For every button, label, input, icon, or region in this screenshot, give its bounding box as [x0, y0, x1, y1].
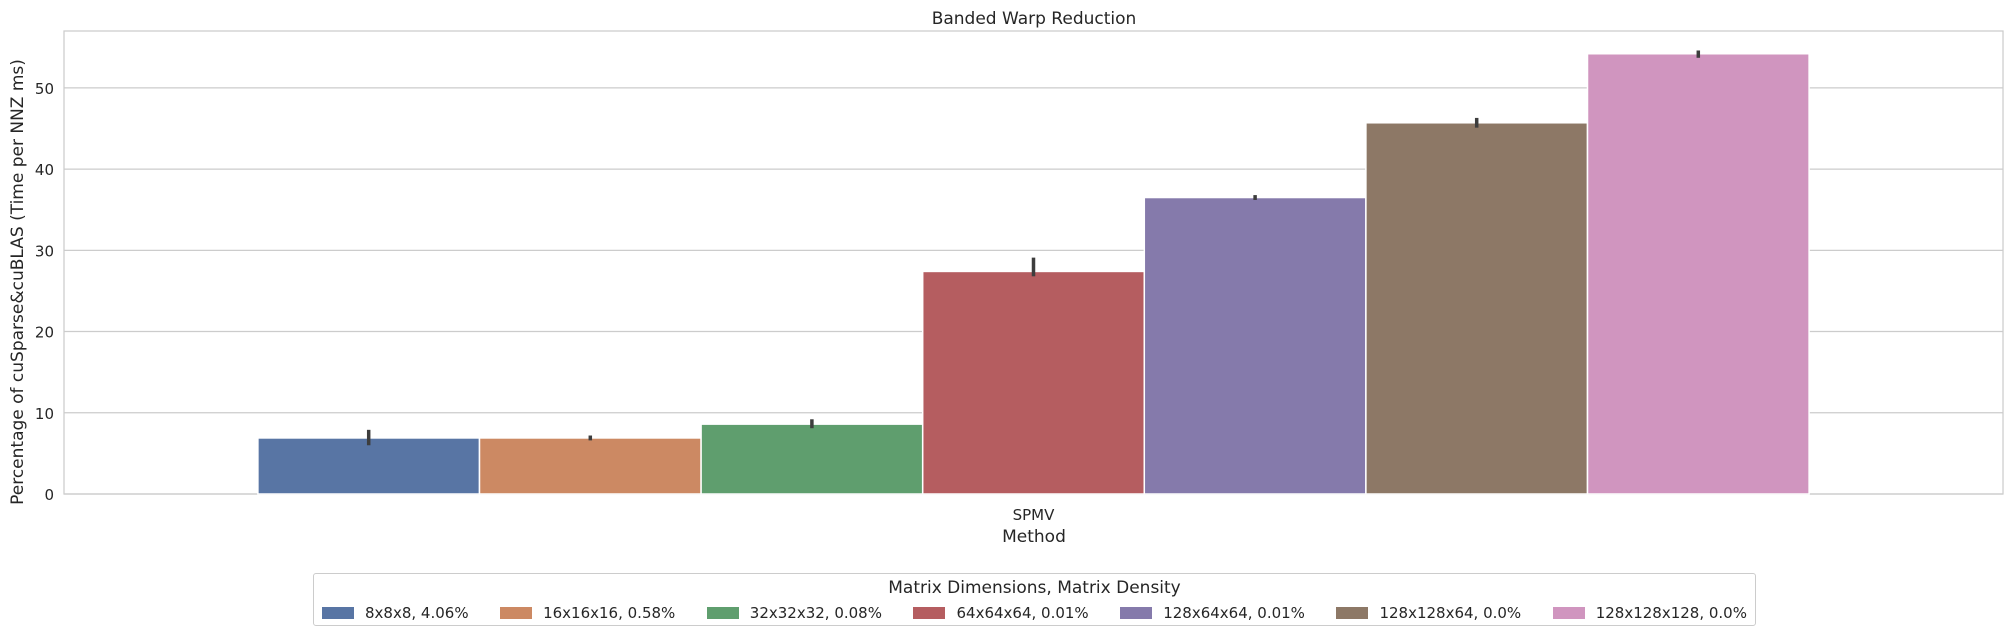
legend-title: Matrix Dimensions, Matrix Density: [888, 578, 1181, 598]
legend-label: 8x8x8, 4.06%: [365, 604, 469, 622]
legend-label: 128x128x64, 0.0%: [1379, 604, 1522, 622]
legend-label: 128x128x128, 0.0%: [1595, 604, 1747, 622]
y-tick-label: 30: [35, 242, 54, 260]
legend-entry: 32x32x32, 0.08%: [706, 604, 882, 622]
legend-swatch: [706, 607, 739, 619]
legend-label: 16x16x16, 0.58%: [543, 604, 676, 622]
legend-swatch: [322, 607, 354, 619]
legend: Matrix Dimensions, Matrix Density 8x8x8,…: [313, 573, 1756, 626]
legend-entry: 16x16x16, 0.58%: [500, 604, 675, 622]
x-axis-label: Method: [1002, 527, 1066, 547]
bar: [1365, 122, 1589, 495]
y-tick-label: 40: [35, 161, 54, 179]
x-tick-label: SPMV: [1013, 506, 1056, 524]
legend-entry: 128x128x64, 0.0%: [1336, 604, 1521, 622]
y-axis-label: Percentage of cuSparse&cuBLAS (Time per …: [8, 59, 28, 505]
y-tick-label: 20: [35, 324, 54, 342]
legend-swatch: [500, 607, 533, 619]
legend-entry: 8x8x8, 4.06%: [322, 604, 469, 622]
chart-title: Banded Warp Reduction: [932, 9, 1137, 29]
bars: [257, 52, 1810, 495]
error-bars: [366, 50, 1701, 446]
legend-entry: 128x64x64, 0.01%: [1120, 604, 1305, 622]
bar: [1586, 52, 1810, 495]
bar-chart: 0 10 20 30 40 50 SPMV Banded Warp Reduction M…: [8, 9, 2004, 547]
legend-swatch: [1120, 607, 1153, 619]
legend-entry: 64x64x64, 0.01%: [913, 604, 1089, 622]
legend-swatch: [1552, 607, 1585, 619]
x-tick-labels: SPMV: [1013, 506, 1056, 524]
legend-label: 128x64x64, 0.01%: [1163, 604, 1305, 622]
bar: [700, 423, 924, 495]
legend-label: 32x32x32, 0.08%: [749, 604, 882, 622]
y-tick-label: 50: [35, 80, 54, 98]
bar: [257, 437, 481, 495]
y-tick-labels: 0 10 20 30 40 50: [35, 80, 54, 504]
y-tick-label: 10: [35, 405, 54, 423]
legend-label: 64x64x64, 0.01%: [956, 604, 1089, 622]
bar: [478, 437, 702, 495]
legend-entry: 128x128x128, 0.0%: [1552, 604, 1747, 622]
legend-swatch: [1336, 607, 1369, 619]
bar: [921, 270, 1146, 495]
bar: [1143, 196, 1367, 495]
legend-swatch: [913, 607, 946, 619]
legend-entries: 8x8x8, 4.06% 16x16x16, 0.58% 32x32x32, 0.0…: [322, 604, 1747, 622]
y-tick-label: 0: [44, 486, 54, 504]
